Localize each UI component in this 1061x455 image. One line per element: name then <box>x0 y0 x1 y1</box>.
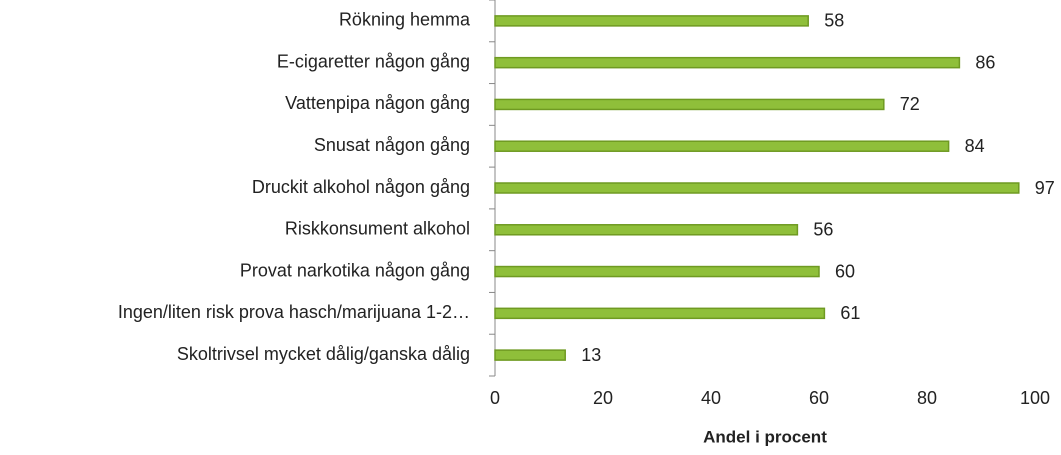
x-tick-label: 100 <box>1020 388 1050 408</box>
y-tick-label: E-cigaretter någon gång <box>277 51 470 71</box>
y-tick-label: Provat narkotika någon gång <box>240 260 470 280</box>
y-tick-label: Ingen/liten risk prova hasch/marijuana 1… <box>118 302 470 322</box>
value-label: 86 <box>975 52 995 72</box>
x-axis-title: Andel i procent <box>703 427 827 446</box>
value-label: 72 <box>900 94 920 114</box>
bar <box>494 307 826 320</box>
y-tick-label: Rökning hemma <box>339 10 471 30</box>
bar <box>494 56 961 69</box>
bar <box>494 140 950 152</box>
bar <box>494 182 1020 194</box>
y-tick-label: Vattenpipa någon gång <box>285 93 470 113</box>
x-tick-label: 0 <box>490 388 500 408</box>
bar <box>494 98 885 111</box>
value-label: 13 <box>581 345 601 365</box>
bar <box>494 15 809 27</box>
bar <box>494 224 799 236</box>
value-label: 60 <box>835 261 855 281</box>
y-tick-label: Riskkonsument alkohol <box>285 219 470 239</box>
y-tick-label: Druckit alkohol någon gång <box>252 177 470 197</box>
y-tick-label: Skoltrivsel mycket dålig/ganska dålig <box>177 344 470 364</box>
y-tick-label: Snusat någon gång <box>314 135 470 155</box>
x-tick-label: 40 <box>701 388 721 408</box>
value-label: 61 <box>840 303 860 323</box>
value-label: 56 <box>813 220 833 240</box>
value-label: 84 <box>965 136 985 156</box>
x-tick-label: 60 <box>809 388 829 408</box>
value-label: 58 <box>824 11 844 31</box>
value-label: 97 <box>1035 178 1055 198</box>
bar <box>494 265 820 278</box>
x-tick-label: 20 <box>593 388 613 408</box>
x-tick-label: 80 <box>917 388 937 408</box>
bar <box>494 349 566 361</box>
